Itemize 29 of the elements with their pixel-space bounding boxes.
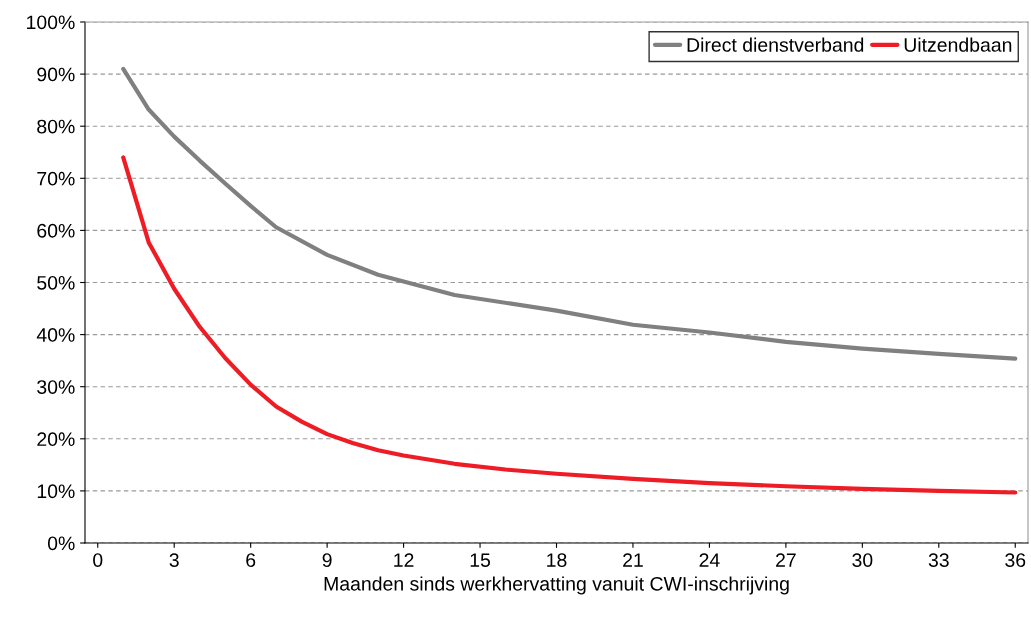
y-tick-label: 0% (47, 536, 75, 551)
y-tick-label: 30% (37, 380, 75, 394)
x-tick-label: 12 (394, 553, 414, 567)
y-tick-label: 10% (37, 484, 75, 499)
x-tick-label: 18 (547, 553, 567, 567)
x-tick-label: 36 (1005, 553, 1026, 567)
y-tick-label: 40% (36, 328, 75, 342)
line-series (121, 155, 1018, 495)
legend-label: Uitzendbaan (904, 37, 1012, 52)
x-tick-label: 3 (169, 553, 179, 567)
x-tick-label: 21 (623, 553, 643, 567)
x-axis-title: Maanden sinds werkhervatting vanuit CWI-inschrijving (324, 576, 789, 595)
y-tick-label: 100% (27, 15, 75, 30)
y-tick-label: 50% (37, 275, 75, 290)
x-tick-label: 15 (470, 553, 491, 567)
y-tick-label: 70% (37, 171, 75, 186)
x-tick-label: 6 (246, 553, 256, 567)
x-tick-label: 9 (322, 553, 332, 567)
y-tick-label: 20% (37, 432, 75, 447)
legend-label: Direct dienstverband (687, 37, 864, 52)
x-tick-label: 27 (776, 553, 796, 567)
x-tick-label: 24 (699, 553, 720, 567)
x-tick-label: 0 (93, 553, 103, 567)
y-tick-label: 80% (37, 119, 75, 134)
x-tick-label: 30 (852, 553, 873, 567)
x-tick-label: 33 (928, 553, 949, 567)
y-tick-label: 60% (37, 223, 75, 238)
line-series (121, 66, 1018, 361)
y-tick-label: 90% (37, 67, 75, 82)
